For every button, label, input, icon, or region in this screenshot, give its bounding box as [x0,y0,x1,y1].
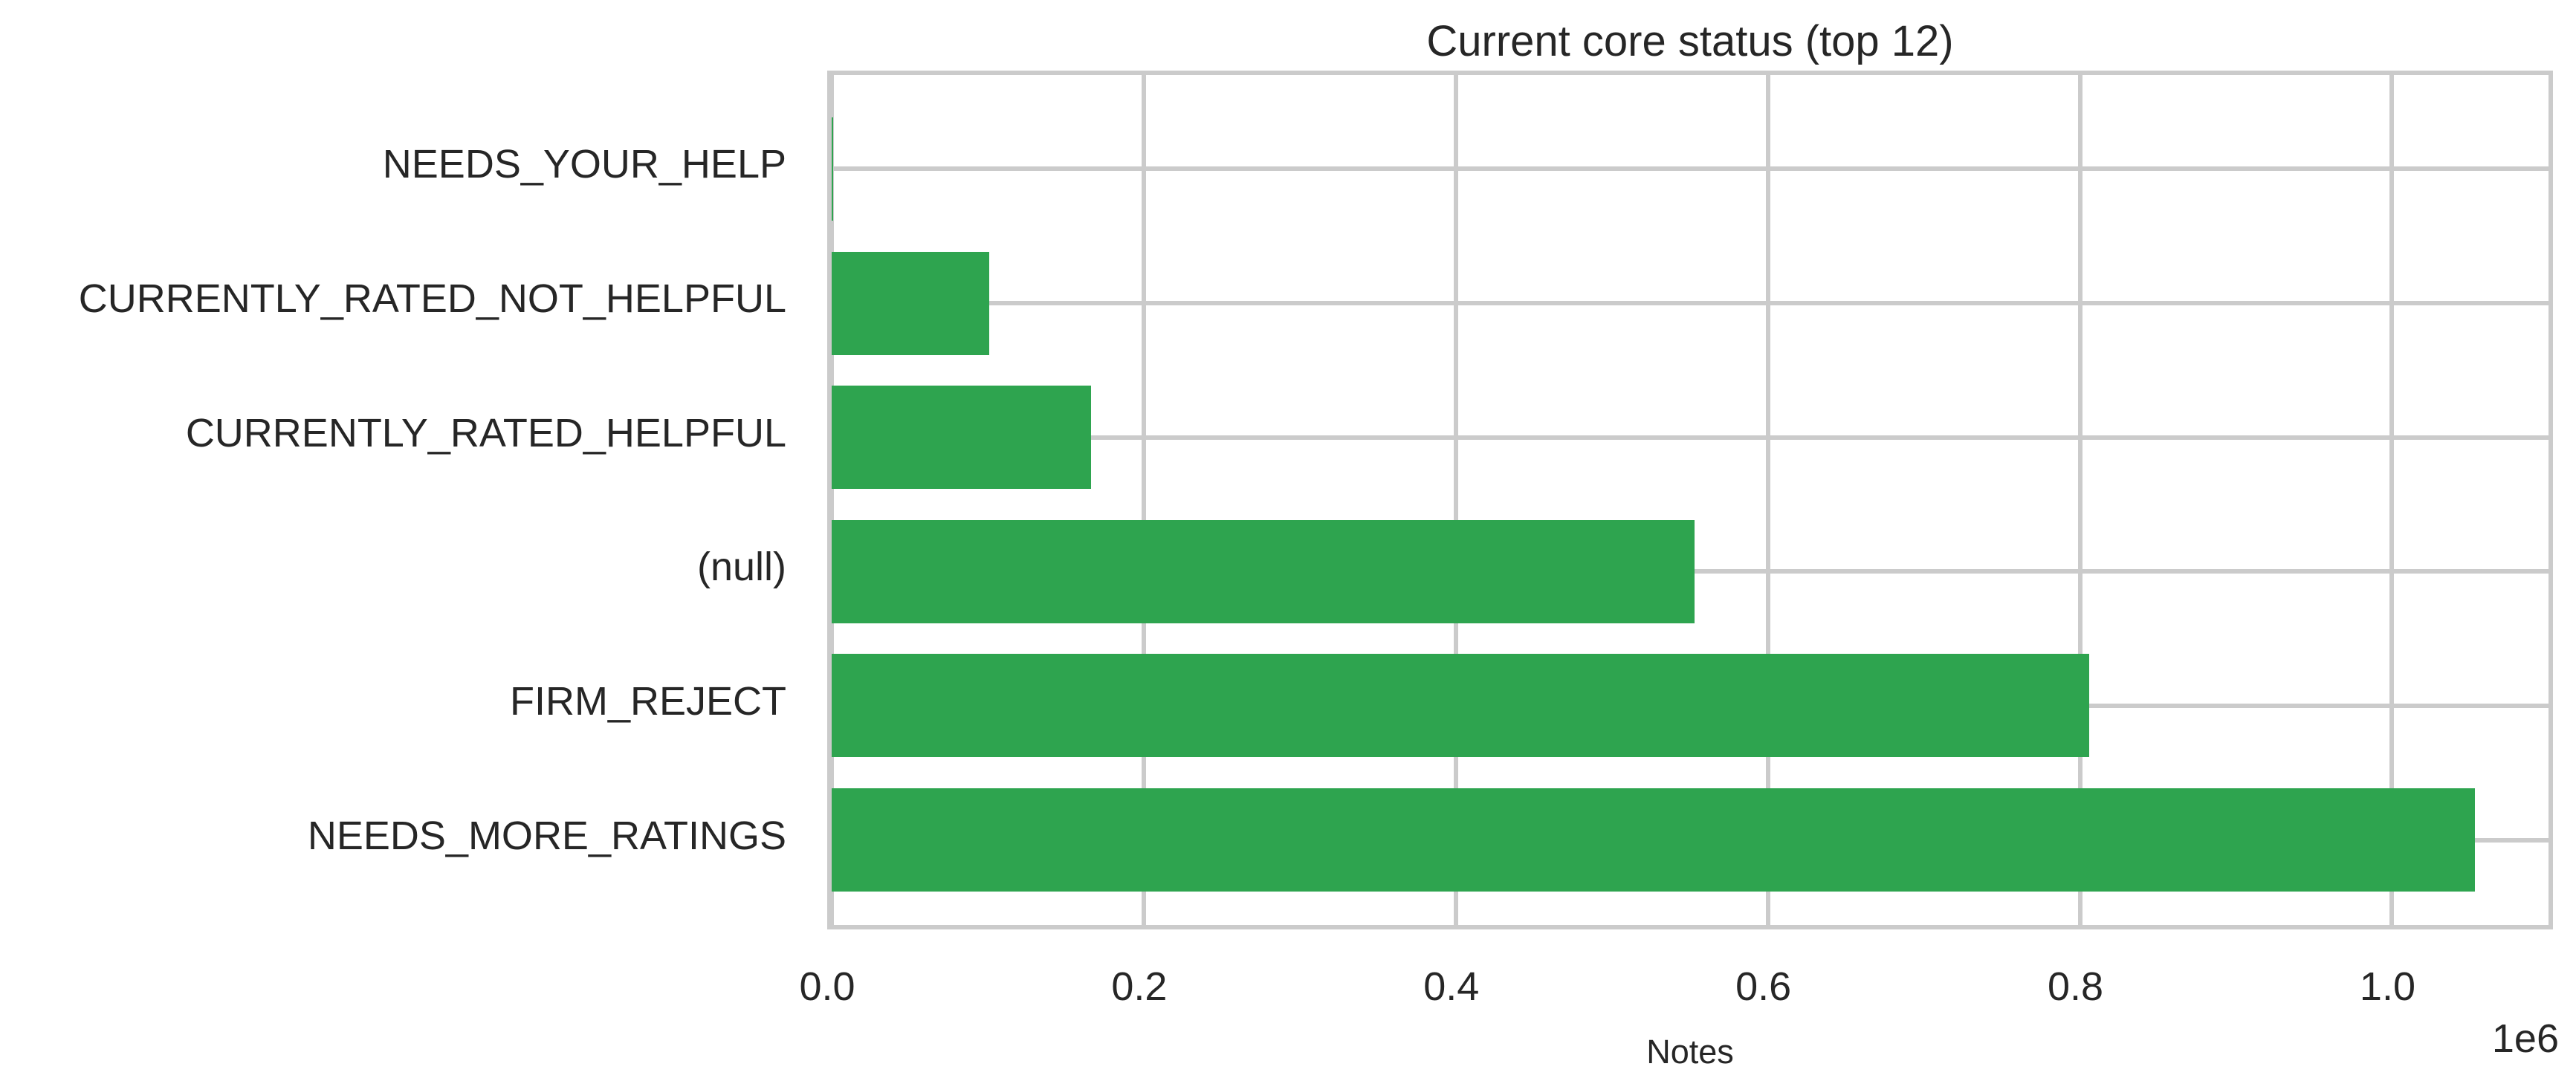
x-gridline [2077,75,2083,925]
y-tick-label: CURRENTLY_RATED_NOT_HELPFUL [78,276,786,322]
x-tick-label: 0.4 [1423,964,1480,1009]
y-tick-label: (null) [696,545,786,590]
x-gridline [1141,75,1146,925]
bar-CURRENTLY_RATED_HELPFUL [832,386,1091,490]
y-axis-tick-labels: NEEDS_YOUR_HELP CURRENTLY_RATED_NOT_HELPF… [0,0,786,1081]
x-tick-label: 1.0 [2359,964,2415,1009]
x-tick-label: 0.6 [1735,964,1792,1009]
y-tick-label: NEEDS_YOUR_HELP [382,142,786,187]
bar-NEEDS_YOUR_HELP [832,117,833,221]
y-tick-label: CURRENTLY_RATED_HELPFUL [185,410,786,455]
bar-CURRENTLY_RATED_NOT_HELPFUL [832,251,989,355]
axis-scale-offset-label: 1e6 [2491,1016,2559,1061]
plot-area [827,71,2553,929]
y-gridline [832,435,2549,440]
x-tick-label: 0.8 [2048,964,2104,1009]
y-tick-label: NEEDS_MORE_RATINGS [307,813,786,858]
bar-FIRM_REJECT [832,654,2089,758]
x-gridline [1453,75,1458,925]
x-gridline [2389,75,2395,925]
x-tick-label: 0.2 [1111,964,1168,1009]
bar-(null) [832,519,1695,623]
x-gridline [829,75,834,925]
x-axis-label: Notes [1646,1033,1734,1071]
bar-NEEDS_MORE_RATINGS [832,788,2475,892]
x-tick-label: 0.0 [799,964,855,1009]
y-gridline [832,166,2549,172]
y-gridline [832,301,2549,306]
y-tick-label: FIRM_REJECT [509,678,786,724]
x-gridline [1765,75,1770,925]
chart-title: Current core status (top 12) [1426,17,1954,65]
